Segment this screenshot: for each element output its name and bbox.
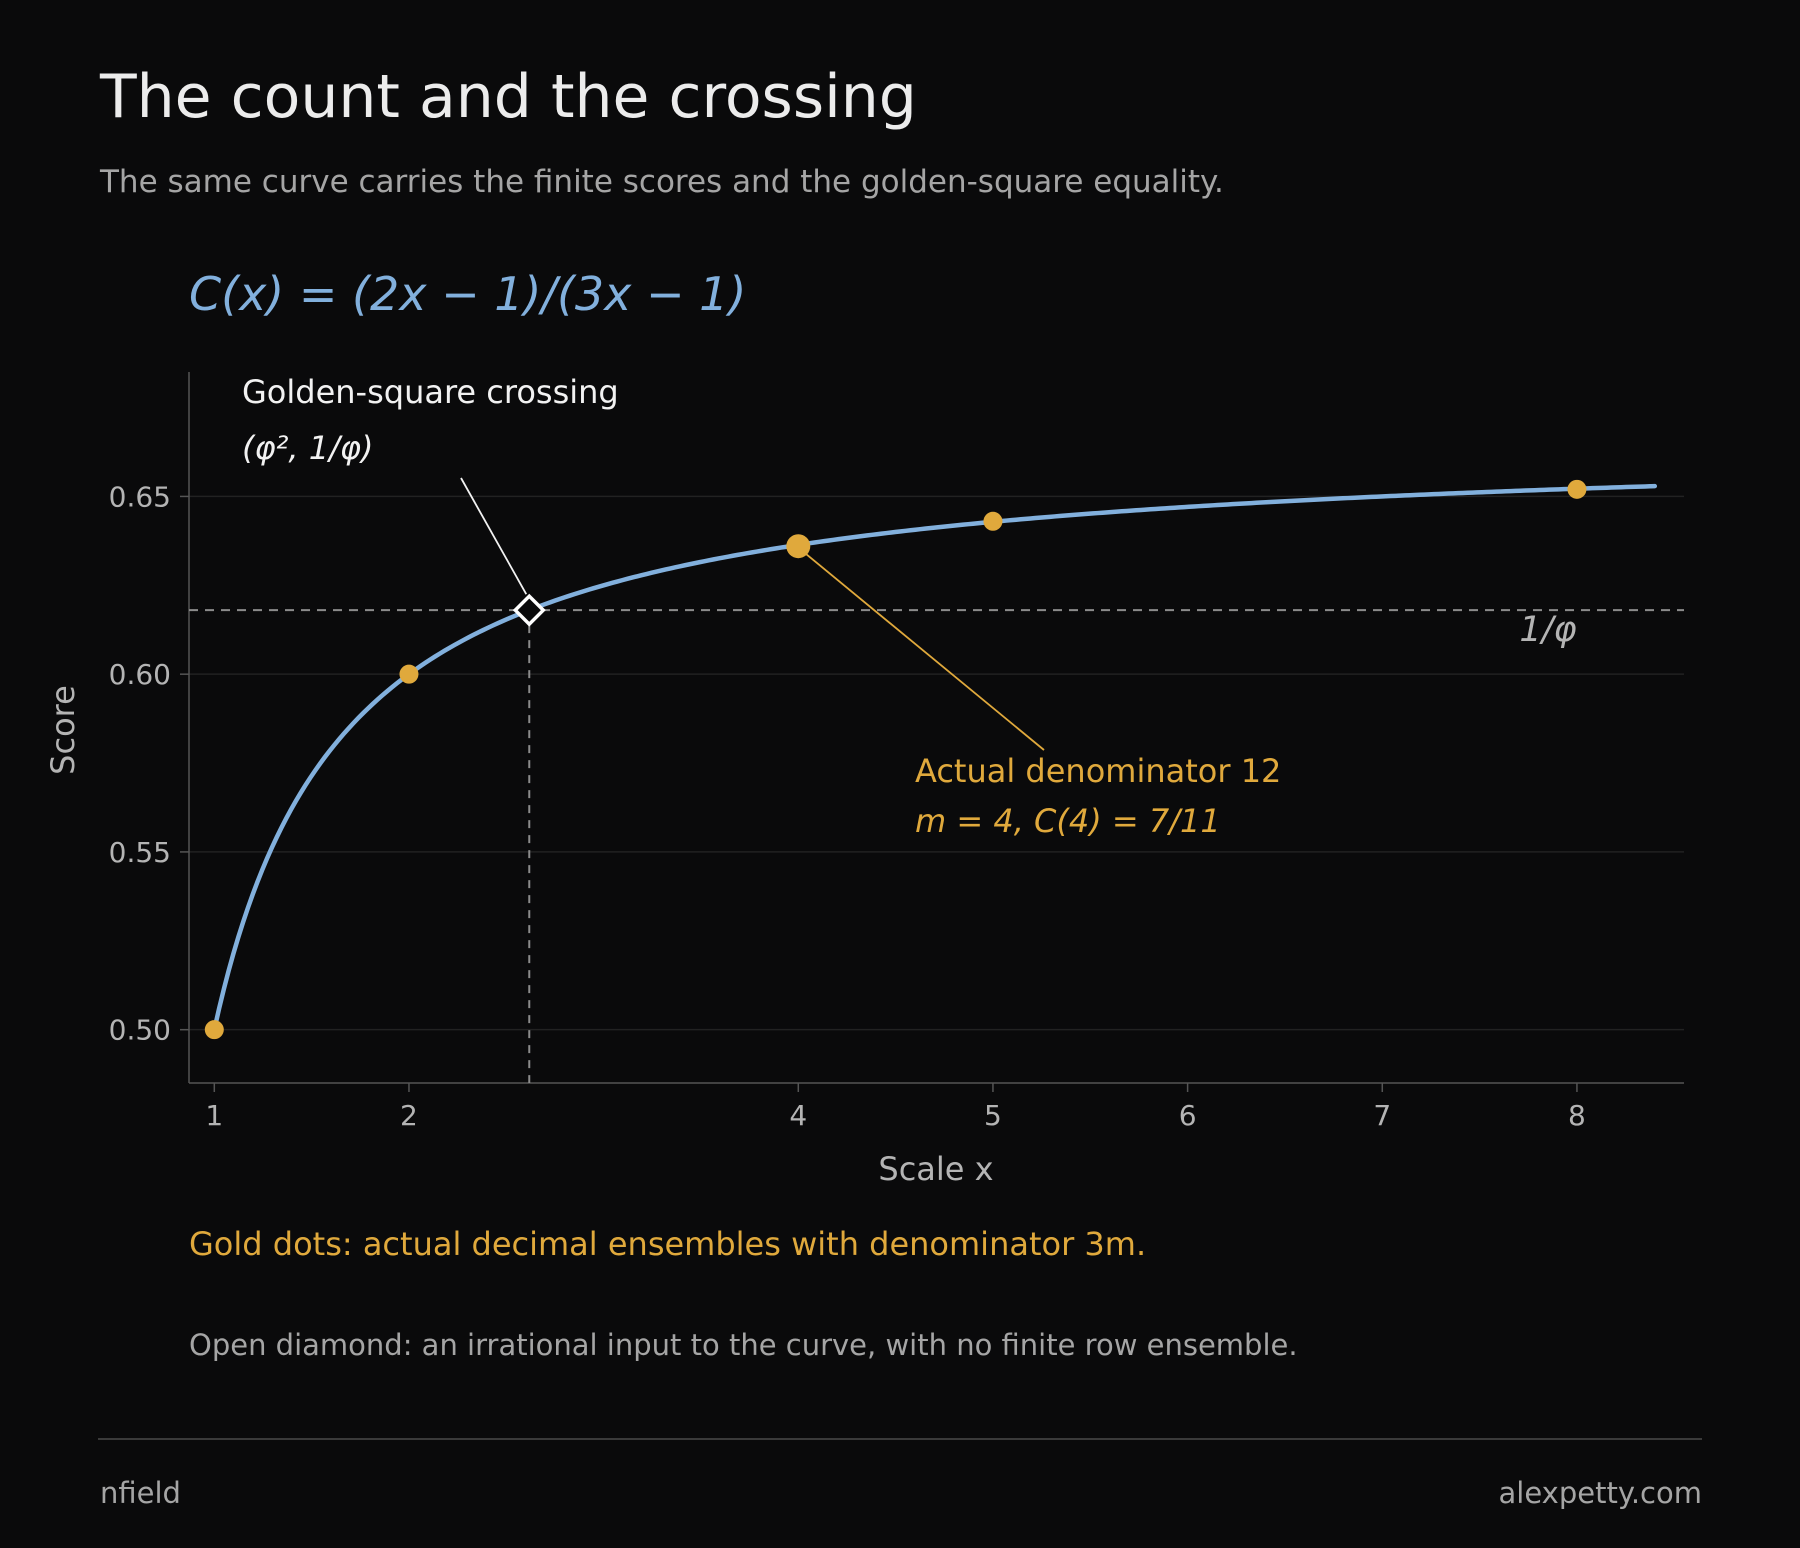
x-tick-label: 6 <box>1179 1099 1197 1132</box>
open-diamond-note: Open diamond: an irrational input to the… <box>189 1328 1298 1362</box>
gold-data-point <box>983 511 1003 531</box>
denominator-annotation-values: m = 4, C(4) = 7/11 <box>915 802 1221 840</box>
reference-line-label: 1/φ <box>1519 610 1576 650</box>
denominator-annotation-title: Actual denominator 12 <box>915 752 1281 790</box>
footer-site: alexpetty.com <box>1498 1476 1703 1510</box>
x-tick-label: 1 <box>205 1099 223 1132</box>
chart-subtitle: The same curve carries the finite scores… <box>100 164 1224 200</box>
gold-data-point <box>786 534 811 559</box>
x-tick-label: 7 <box>1373 1099 1391 1132</box>
y-tick-label: 0.65 <box>109 480 171 513</box>
chart-title: The count and the crossing <box>100 62 917 132</box>
score-curve <box>212 483 1658 1032</box>
formula-label: C(x) = (2x − 1)/(3x − 1) <box>189 267 746 321</box>
crossing-leader-line <box>460 477 528 595</box>
gold-data-point <box>204 1020 224 1040</box>
x-tick-label: 8 <box>1568 1099 1586 1132</box>
x-tick-label: 2 <box>400 1099 418 1132</box>
x-axis-label: Scale x <box>878 1150 993 1188</box>
crossing-annotation-coords: (φ², 1/φ) <box>242 429 374 467</box>
gold-dots-note: Gold dots: actual decimal ensembles with… <box>189 1225 1147 1263</box>
x-tick-label: 4 <box>789 1099 807 1132</box>
x-tick-label: 5 <box>984 1099 1002 1132</box>
crossing-diamond-marker <box>512 593 546 627</box>
y-axis-label: Score <box>44 685 82 775</box>
gold-data-point <box>399 664 419 684</box>
y-tick-label: 0.55 <box>109 836 171 869</box>
y-tick-label: 0.60 <box>109 658 171 691</box>
gold-data-point <box>1567 479 1587 499</box>
y-tick-label: 0.50 <box>109 1014 171 1047</box>
crossing-annotation-title: Golden-square crossing <box>242 373 619 411</box>
denominator-leader-line <box>805 553 1045 751</box>
footer-divider <box>98 1438 1702 1440</box>
footer-brand: nfield <box>100 1476 181 1510</box>
